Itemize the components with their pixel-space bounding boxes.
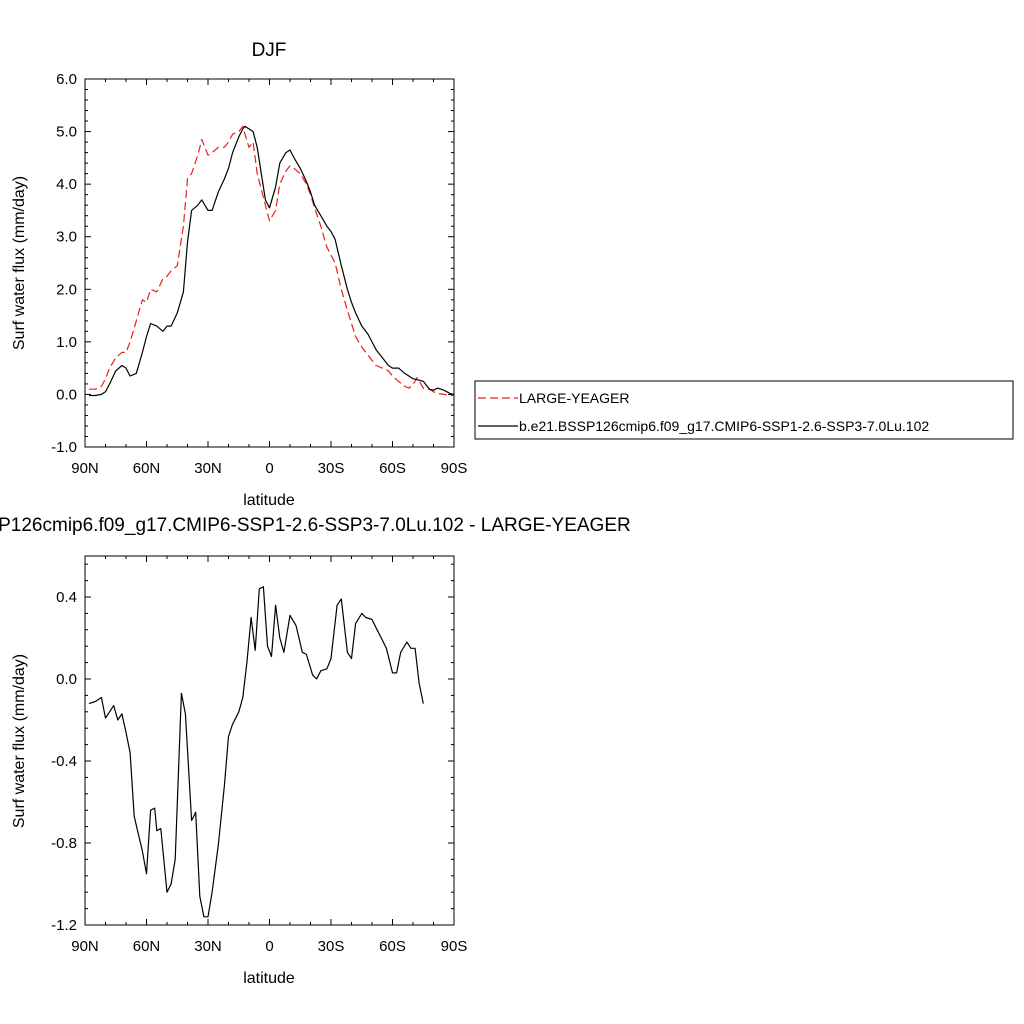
x-tick-label: 30S bbox=[318, 460, 345, 477]
x-tick-label: 0 bbox=[265, 460, 273, 477]
x-tick-label: 0 bbox=[265, 938, 273, 955]
x-tick-label: 90N bbox=[71, 460, 99, 477]
top-chart-title: DJF bbox=[252, 40, 287, 61]
y-tick-label: 0.4 bbox=[56, 589, 77, 606]
y-tick-label: -0.4 bbox=[51, 753, 77, 770]
top-chart-panel: DJF -1.0 0.0 1.0 2.0 3.0 4.0 5.0 6.0 90N 60N 30N 0… bbox=[11, 40, 467, 509]
top-x-axis: 90N 60N 30N 0 30S 60S 90S bbox=[71, 79, 467, 477]
legend-box bbox=[474, 380, 1014, 440]
x-tick-label: 60S bbox=[379, 460, 406, 477]
x-tick-label: 90S bbox=[441, 460, 468, 477]
y-tick-label: -1.2 bbox=[51, 917, 77, 934]
bottom-series-group bbox=[88, 586, 424, 918]
top-series-group bbox=[89, 125, 455, 397]
y-tick-label: -0.8 bbox=[51, 835, 77, 852]
series-line-0-1 bbox=[89, 125, 455, 397]
bottom-plot-frame bbox=[84, 555, 455, 926]
bottom-y-axis: -1.2 -0.8 -0.4 0.0 0.4 bbox=[51, 563, 454, 934]
series-line-0-0 bbox=[89, 125, 454, 397]
top-y-axis-label: Surf water flux (mm/day) bbox=[11, 176, 28, 350]
bottom-chart-panel: b.e21.BSSP126cmip6.f09_g17.CMIP6-SSP1-2.… bbox=[0, 515, 631, 987]
bottom-x-axis-label: latitude bbox=[243, 970, 295, 987]
x-tick-label: 90N bbox=[71, 938, 99, 955]
y-tick-label: -1.0 bbox=[51, 439, 77, 456]
bottom-y-axis-label: Surf water flux (mm/day) bbox=[11, 654, 28, 828]
top-plot-frame bbox=[84, 78, 455, 448]
legend-label-large-yeager: LARGE-YEAGER bbox=[519, 390, 629, 406]
bottom-x-axis: 90N 60N 30N 0 30S 60S 90S bbox=[71, 556, 467, 955]
y-tick-label: 3.0 bbox=[56, 229, 77, 246]
x-tick-label: 60N bbox=[133, 460, 161, 477]
x-tick-label: 60S bbox=[379, 938, 406, 955]
top-y-axis: -1.0 0.0 1.0 2.0 3.0 4.0 5.0 6.0 bbox=[51, 71, 454, 456]
y-tick-label: 4.0 bbox=[56, 176, 77, 193]
x-tick-label: 30N bbox=[194, 460, 222, 477]
y-tick-label: 6.0 bbox=[56, 71, 77, 88]
bottom-chart-title: b.e21.BSSP126cmip6.f09_g17.CMIP6-SSP1-2.… bbox=[0, 515, 631, 536]
x-tick-label: 30N bbox=[194, 938, 222, 955]
x-tick-label: 30S bbox=[318, 938, 345, 955]
top-x-axis-label: latitude bbox=[243, 492, 295, 509]
legend-label-model: b.e21.BSSP126cmip6.f09_g17.CMIP6-SSP1-2.… bbox=[519, 418, 929, 434]
x-tick-label: 90S bbox=[441, 938, 468, 955]
x-tick-label: 60N bbox=[133, 938, 161, 955]
y-tick-label: 1.0 bbox=[56, 334, 77, 351]
y-tick-label: 5.0 bbox=[56, 124, 77, 141]
y-tick-label: 2.0 bbox=[56, 281, 77, 298]
y-tick-label: 0.0 bbox=[56, 671, 77, 688]
y-tick-label: 0.0 bbox=[56, 386, 77, 403]
legend: LARGE-YEAGER b.e21.BSSP126cmip6.f09_g17.… bbox=[474, 380, 1014, 440]
series-line-1-0 bbox=[88, 586, 424, 918]
